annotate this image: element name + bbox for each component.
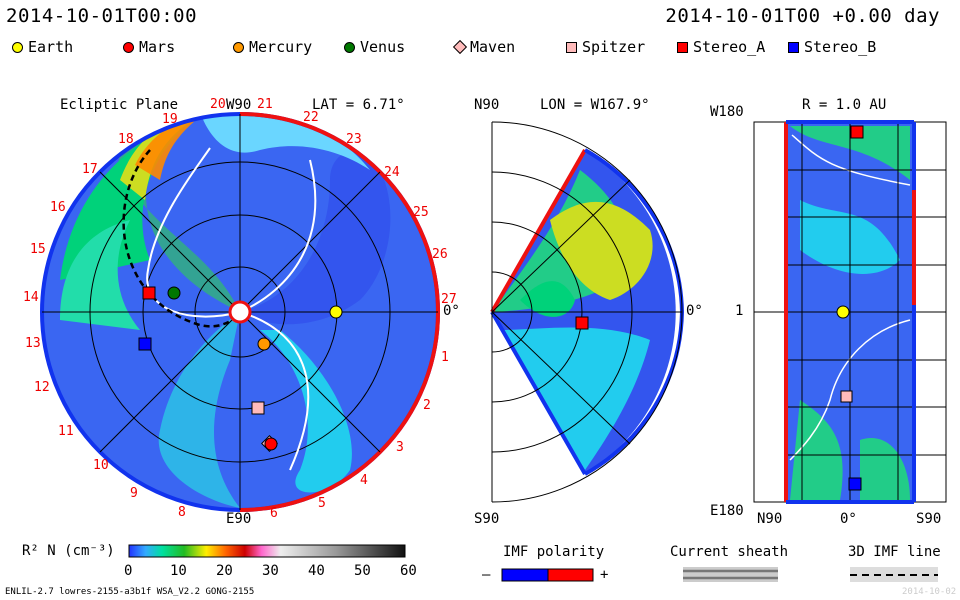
imf-minus-label: – bbox=[482, 567, 491, 583]
colorbar-tick-label: 30 bbox=[262, 563, 279, 579]
date-title-right: 2014-10-01T00 +0.00 day bbox=[665, 5, 940, 27]
day-number-label: 3 bbox=[396, 440, 404, 455]
colorbar-label: R² N (cm⁻³) bbox=[22, 543, 115, 559]
colorbar-tick-label: 40 bbox=[308, 563, 325, 579]
radial-bottom-left-label: E180 bbox=[710, 503, 744, 519]
imf-plus-label: + bbox=[600, 567, 609, 583]
day-number-label: 2 bbox=[423, 398, 431, 413]
legend-stereo-a: Stereo_A bbox=[677, 38, 765, 56]
day-number-label: 6 bbox=[270, 506, 278, 521]
stereo-b-marker-icon bbox=[848, 477, 862, 491]
day-number-label: 23 bbox=[346, 132, 362, 147]
stereo-b-marker-icon bbox=[138, 337, 152, 351]
day-number-label: 9 bbox=[130, 486, 138, 501]
ecliptic-top-label: W90 bbox=[226, 97, 252, 113]
day-number-label: 27 bbox=[441, 292, 457, 307]
meridional-right-label: 0° bbox=[686, 303, 703, 319]
stereo-b-marker-icon bbox=[788, 41, 799, 53]
ecliptic-title: Ecliptic Plane bbox=[60, 97, 179, 113]
earth-marker-icon bbox=[329, 305, 343, 319]
mercury-marker-icon bbox=[233, 41, 244, 53]
legend-mercury: Mercury bbox=[233, 38, 312, 56]
day-number-label: 26 bbox=[432, 247, 448, 262]
day-number-label: 12 bbox=[34, 380, 50, 395]
current-sheath-label: Current sheath bbox=[670, 544, 789, 560]
venus-marker-icon bbox=[167, 286, 181, 300]
ecliptic-lat: LAT = 6.71° bbox=[312, 97, 405, 113]
day-number-label: 19 bbox=[162, 112, 178, 127]
meridional-top-label: N90 bbox=[474, 97, 500, 113]
day-number-label: 1 bbox=[441, 350, 449, 365]
day-number-label: 5 bbox=[318, 496, 326, 511]
day-number-label: 17 bbox=[82, 162, 98, 177]
day-number-label: 20 bbox=[210, 97, 226, 112]
stereo-a-marker-icon bbox=[677, 41, 688, 53]
current-sheath-line-icon bbox=[683, 567, 778, 582]
day-number-label: 22 bbox=[303, 110, 319, 125]
legend-venus: Venus bbox=[344, 38, 405, 56]
day-number-label: 11 bbox=[58, 424, 74, 439]
stereo-a-marker-icon bbox=[575, 316, 589, 330]
colorbar-tick-label: 50 bbox=[354, 563, 371, 579]
colorbar-tick-label: 10 bbox=[170, 563, 187, 579]
stereo-a-marker-icon bbox=[142, 286, 156, 300]
day-number-label: 10 bbox=[93, 458, 109, 473]
colorbar-tick-label: 60 bbox=[400, 563, 417, 579]
radial-axis-left-label: N90 bbox=[757, 511, 783, 527]
meridional-bottom-label: S90 bbox=[474, 511, 500, 527]
day-number-label: 24 bbox=[384, 165, 400, 180]
ecliptic-disk bbox=[40, 112, 440, 512]
day-number-label: 4 bbox=[360, 473, 368, 488]
earth-marker-icon bbox=[836, 305, 850, 319]
imf-polarity-bar bbox=[501, 568, 594, 582]
day-number-label: 13 bbox=[25, 336, 41, 351]
radial-axis-right-label: S90 bbox=[916, 511, 942, 527]
day-number-label: 16 bbox=[50, 200, 66, 215]
body-legend: Earth Mars Mercury Venus Maven Spitzer S… bbox=[0, 38, 960, 58]
radial-title: R = 1.0 AU bbox=[802, 97, 887, 113]
earth-marker-icon bbox=[12, 41, 23, 53]
day-number-label: 15 bbox=[30, 242, 46, 257]
ecliptic-bodies bbox=[138, 286, 343, 452]
radial-top-left-label: W180 bbox=[710, 104, 744, 120]
stereo-a-marker-icon bbox=[850, 125, 864, 139]
colorbar-tick-label: 0 bbox=[124, 563, 133, 579]
model-footer: ENLIL-2.7 lowres-2155-a3b1f WSA_V2.2 GON… bbox=[5, 587, 255, 597]
spitzer-marker-icon bbox=[840, 390, 853, 403]
radial-plot bbox=[753, 120, 947, 504]
legend-mars: Mars bbox=[123, 38, 175, 56]
venus-marker-icon bbox=[344, 41, 355, 53]
imf3d-label: 3D IMF line bbox=[848, 544, 941, 560]
legend-earth: Earth bbox=[12, 38, 73, 56]
day-number-label: 18 bbox=[118, 132, 134, 147]
spitzer-marker-icon bbox=[251, 401, 265, 415]
mars-marker-icon bbox=[264, 437, 278, 451]
ecliptic-bottom-label: E90 bbox=[226, 511, 252, 527]
imf-polarity-label: IMF polarity bbox=[503, 544, 605, 560]
meridional-title: LON = W167.9° bbox=[540, 97, 650, 113]
legend-spitzer: Spitzer bbox=[566, 38, 645, 56]
density-colorbar bbox=[128, 544, 406, 558]
legend-maven: Maven bbox=[452, 38, 515, 56]
colorbar-tick-label: 20 bbox=[216, 563, 233, 579]
legend-stereo-b: Stereo_B bbox=[788, 38, 876, 56]
day-number-label: 21 bbox=[257, 97, 273, 112]
day-number-label: 25 bbox=[413, 205, 429, 220]
spitzer-marker-icon bbox=[566, 41, 577, 53]
date-title-left: 2014-10-01T00:00 bbox=[6, 5, 198, 27]
day-number-label: 8 bbox=[178, 505, 186, 520]
mercury-marker-icon bbox=[257, 337, 271, 351]
radial-mid-left-label: 1 bbox=[735, 303, 744, 319]
day-number-label: 14 bbox=[23, 290, 39, 305]
meridional-plot bbox=[490, 121, 684, 503]
radial-axis-mid-label: 0° bbox=[840, 511, 857, 527]
ecliptic-right-label: 0° bbox=[443, 303, 460, 319]
footer-date: 2014-10-02 bbox=[902, 587, 957, 597]
imf3d-line-icon bbox=[850, 567, 938, 582]
mars-marker-icon bbox=[123, 41, 134, 53]
